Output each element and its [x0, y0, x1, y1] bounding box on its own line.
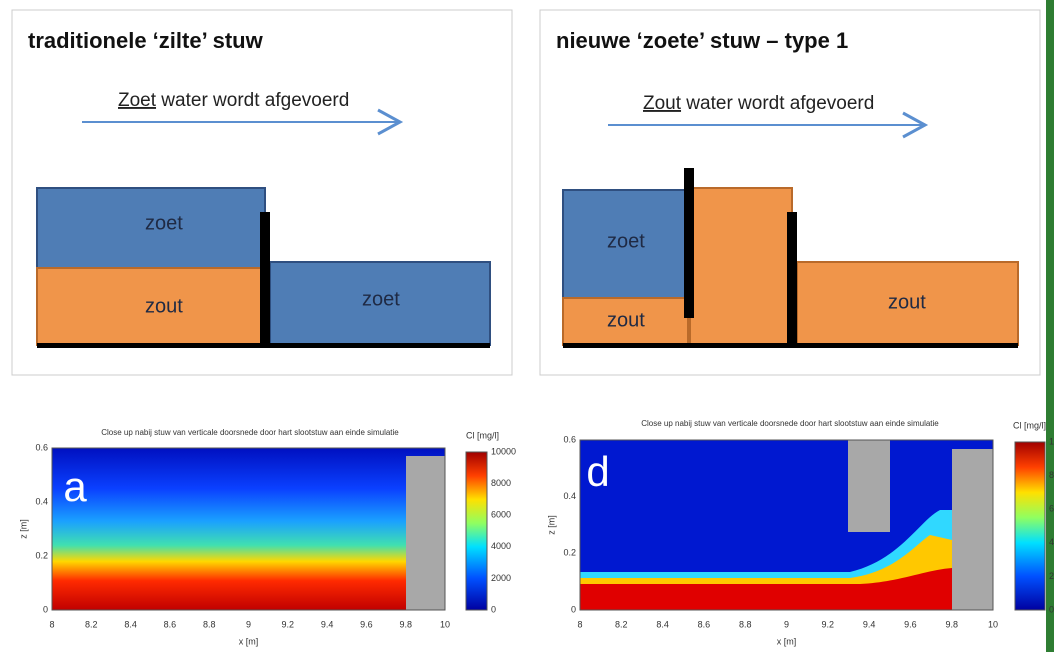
- y-axis-label: z [m]: [546, 515, 556, 535]
- y-tick-label: 0: [571, 604, 576, 614]
- plot-d-field: [579, 439, 994, 611]
- colorbar-tick-label: 2: [1049, 571, 1054, 581]
- flow-word: Zoet: [118, 90, 157, 111]
- x-axis-label: x [m]: [239, 636, 259, 646]
- x-tick-label: 9.6: [904, 619, 917, 629]
- layer-label: zout: [145, 295, 183, 317]
- colorbar-tick-label: 4000: [491, 541, 511, 551]
- edge-strip: [1046, 0, 1054, 652]
- plot-title: Close up nabij stuw van verticale doorsn…: [101, 428, 399, 437]
- x-tick-label: 10: [440, 619, 450, 629]
- colorbar-tick-label: 6: [1049, 504, 1054, 514]
- x-tick-label: 8: [577, 619, 582, 629]
- fresh-layer: [562, 189, 689, 299]
- plot-frame: [579, 439, 994, 611]
- panel-letter: a: [63, 463, 87, 510]
- y-tick-label: 0.6: [563, 434, 576, 444]
- layer-label: zout: [888, 291, 926, 313]
- x-tick-label: 9: [246, 619, 251, 629]
- flow-label: Zoet water wordt afgevoerd: [118, 90, 349, 111]
- panel-traditional: traditionele ‘zilte’ stuw Zoet water wor…: [11, 9, 513, 376]
- colorbar-tick-label: 8000: [491, 478, 511, 488]
- layer-label: zout: [607, 309, 645, 331]
- colorbar-tick-label: 2000: [491, 573, 511, 583]
- y-tick-label: 0.2: [35, 550, 48, 560]
- x-tick-label: 8.2: [615, 619, 628, 629]
- fresh-downstream: [269, 261, 491, 346]
- x-tick-label: 9.4: [863, 619, 876, 629]
- plot-frame: [51, 447, 446, 611]
- x-tick-label: 9.6: [360, 619, 373, 629]
- salinity-field: [52, 448, 445, 610]
- x-tick-label: 8.4: [124, 619, 137, 629]
- gate-block: [848, 440, 890, 532]
- panel-new: nieuwe ‘zoete’ stuw – type 1 Zout water …: [539, 9, 1041, 376]
- x-tick-label: 9.2: [282, 619, 295, 629]
- panel-letter: d: [586, 448, 609, 495]
- colorbar-label: Cl [mg/l]: [1013, 420, 1046, 430]
- colorbar-label: Cl [mg/l]: [466, 430, 499, 440]
- plot-title: Close up nabij stuw van verticale doorsn…: [641, 419, 939, 428]
- x-tick-label: 8.8: [203, 619, 216, 629]
- salt-wedge: [580, 568, 952, 610]
- x-tick-label: 8.4: [656, 619, 669, 629]
- fresh-layer: [36, 187, 266, 269]
- panel-title: nieuwe ‘zoete’ stuw – type 1: [556, 28, 848, 53]
- colorbar: [465, 451, 488, 611]
- colorbar-tick-label: 0: [491, 604, 496, 614]
- y-tick-label: 0.4: [563, 491, 576, 501]
- colorbar-tick-label: 10000: [491, 446, 516, 456]
- weir: [260, 212, 270, 345]
- weir-block: [952, 449, 993, 610]
- x-tick-label: 8: [49, 619, 54, 629]
- x-tick-label: 8.6: [164, 619, 177, 629]
- x-tick-label: 9.2: [822, 619, 835, 629]
- x-tick-label: 9: [784, 619, 789, 629]
- x-tick-label: 8.2: [85, 619, 98, 629]
- colorbar-tick-label: 4: [1049, 537, 1054, 547]
- colorbar-tick-label: 8: [1049, 470, 1054, 480]
- colorbar-tick-label: 0: [1049, 604, 1054, 614]
- colorbar-tick-label: 1: [1049, 436, 1054, 446]
- y-axis-label: z [m]: [18, 519, 28, 539]
- y-tick-label: 0.4: [35, 496, 48, 506]
- salt-chamber: [689, 187, 793, 346]
- plot-a-field: [51, 447, 446, 611]
- colorbar: [1014, 441, 1046, 611]
- x-tick-label: 9.8: [945, 619, 958, 629]
- y-tick-label: 0: [43, 604, 48, 614]
- flow-word: Zout: [643, 93, 682, 114]
- flow-label: Zout water wordt afgevoerd: [643, 93, 874, 114]
- panel-title: traditionele ‘zilte’ stuw: [28, 28, 264, 53]
- bed: [37, 343, 490, 348]
- x-tick-label: 8.8: [739, 619, 752, 629]
- weir: [787, 212, 797, 345]
- layer-label: zoet: [145, 212, 183, 234]
- colorbar-tick-label: 6000: [491, 510, 511, 520]
- bed: [563, 343, 1018, 348]
- gate: [684, 168, 694, 318]
- x-tick-label: 10: [988, 619, 998, 629]
- x-axis-label: x [m]: [777, 636, 797, 646]
- layer-label: zoet: [362, 288, 400, 310]
- flow-rest: water wordt afgevoerd: [156, 90, 349, 111]
- x-tick-label: 9.8: [399, 619, 412, 629]
- y-tick-label: 0.6: [35, 442, 48, 452]
- x-tick-label: 9.4: [321, 619, 334, 629]
- weir-block: [406, 456, 445, 610]
- y-tick-label: 0.2: [563, 548, 576, 558]
- x-tick-label: 8.6: [698, 619, 711, 629]
- salt-layer: [562, 297, 689, 346]
- flow-rest: water wordt afgevoerd: [681, 93, 874, 114]
- layer-label: zoet: [607, 230, 645, 252]
